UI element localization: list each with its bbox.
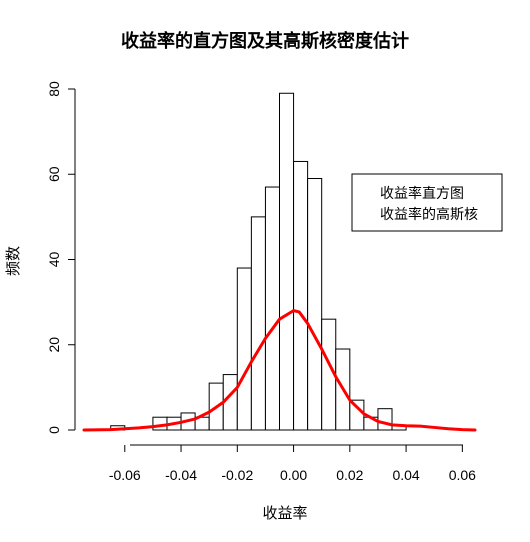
legend-entry-histogram: 收益率直方图 — [380, 185, 464, 202]
histogram-bar — [152, 416, 168, 431]
density-curve — [82, 309, 477, 432]
y-tick-label: 20 — [46, 337, 62, 353]
axes: -0.06 -0.04 -0.02 0.00 0.02 0.04 0.06 0 20 40 60 8… — [46, 81, 476, 483]
x-tick-label: -0.06 — [109, 467, 141, 483]
legend-entry-density: 收益率的高斯核 — [380, 206, 478, 223]
legend-box — [351, 173, 503, 232]
histogram-bar — [293, 160, 309, 431]
density-curve-layer — [82, 309, 477, 432]
y-tick-label: 40 — [46, 252, 62, 268]
y-axis-ticks: 0 20 40 60 80 — [46, 81, 75, 434]
histogram-bar — [222, 374, 238, 431]
chart-title: 收益率的直方图及其高斯核密度估计 — [121, 30, 409, 52]
histogram-bar — [377, 408, 393, 431]
histogram-bar — [264, 186, 280, 431]
x-tick-label: 0.00 — [280, 467, 307, 483]
x-tick-label: -0.04 — [165, 467, 197, 483]
histogram-bars — [110, 92, 407, 431]
x-tick-label: 0.04 — [392, 467, 419, 483]
y-axis-label: 频数 — [4, 246, 22, 276]
legend: 收益率直方图 收益率的高斯核 — [351, 173, 503, 232]
histogram-bar — [236, 267, 252, 431]
histogram-bar — [279, 92, 295, 431]
x-tick-label: 0.02 — [336, 467, 363, 483]
histogram-bar — [349, 399, 365, 431]
y-tick-label: 60 — [46, 166, 62, 182]
x-axis-label: 收益率 — [262, 504, 307, 522]
y-tick-label: 80 — [46, 81, 62, 97]
x-tick-label: 0.06 — [449, 467, 476, 483]
histogram-bar — [250, 216, 266, 431]
histogram-bar — [307, 178, 323, 431]
x-tick-label: -0.02 — [221, 467, 253, 483]
y-tick-label: 0 — [46, 426, 62, 434]
x-axis-ticks: -0.06 -0.04 -0.02 0.00 0.02 0.04 0.06 — [109, 445, 476, 483]
